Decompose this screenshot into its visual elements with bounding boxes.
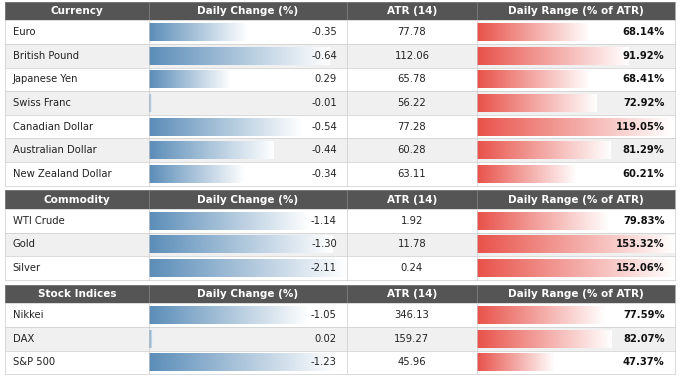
Text: 60.28: 60.28 bbox=[398, 145, 426, 155]
Text: 77.78: 77.78 bbox=[398, 27, 426, 37]
Text: -0.44: -0.44 bbox=[311, 145, 337, 155]
Text: Canadian Dollar: Canadian Dollar bbox=[13, 121, 92, 132]
Text: 60.21%: 60.21% bbox=[623, 169, 664, 179]
Text: Australian Dollar: Australian Dollar bbox=[13, 145, 97, 155]
Text: 159.27: 159.27 bbox=[394, 334, 430, 344]
Text: Daily Range (% of ATR): Daily Range (% of ATR) bbox=[508, 195, 644, 205]
Text: WTI Crude: WTI Crude bbox=[13, 216, 65, 226]
Text: -1.05: -1.05 bbox=[311, 310, 337, 320]
Text: 77.28: 77.28 bbox=[398, 121, 426, 132]
Text: 112.06: 112.06 bbox=[394, 51, 430, 61]
Text: -0.64: -0.64 bbox=[311, 51, 337, 61]
Text: -1.14: -1.14 bbox=[311, 216, 337, 226]
Text: 82.07%: 82.07% bbox=[623, 334, 664, 344]
Text: 68.14%: 68.14% bbox=[622, 27, 664, 37]
Text: 0.29: 0.29 bbox=[315, 74, 337, 85]
Text: 0.24: 0.24 bbox=[401, 263, 423, 273]
Text: British Pound: British Pound bbox=[13, 51, 79, 61]
Text: -1.30: -1.30 bbox=[311, 240, 337, 249]
Text: DAX: DAX bbox=[13, 334, 34, 344]
Text: -0.34: -0.34 bbox=[311, 169, 337, 179]
Text: New Zealand Dollar: New Zealand Dollar bbox=[13, 169, 112, 179]
Text: 1.92: 1.92 bbox=[401, 216, 423, 226]
Text: ATR (14): ATR (14) bbox=[387, 289, 437, 299]
Text: Daily Range (% of ATR): Daily Range (% of ATR) bbox=[508, 289, 644, 299]
Text: 45.96: 45.96 bbox=[398, 357, 426, 367]
Text: Daily Range (% of ATR): Daily Range (% of ATR) bbox=[508, 6, 644, 16]
Text: -2.11: -2.11 bbox=[311, 263, 337, 273]
Text: S&P 500: S&P 500 bbox=[13, 357, 55, 367]
Text: 119.05%: 119.05% bbox=[615, 121, 664, 132]
Text: Swiss Franc: Swiss Franc bbox=[13, 98, 71, 108]
Text: Currency: Currency bbox=[51, 6, 104, 16]
Text: Commodity: Commodity bbox=[44, 195, 111, 205]
Text: 11.78: 11.78 bbox=[398, 240, 426, 249]
Text: Euro: Euro bbox=[13, 27, 35, 37]
Text: 0.02: 0.02 bbox=[315, 334, 337, 344]
Text: 72.92%: 72.92% bbox=[623, 98, 664, 108]
Text: -0.01: -0.01 bbox=[311, 98, 337, 108]
Text: Nikkei: Nikkei bbox=[13, 310, 43, 320]
Text: 153.32%: 153.32% bbox=[616, 240, 664, 249]
Text: Japanese Yen: Japanese Yen bbox=[13, 74, 78, 85]
Text: 346.13: 346.13 bbox=[394, 310, 429, 320]
Text: Daily Change (%): Daily Change (%) bbox=[197, 195, 299, 205]
Text: -0.54: -0.54 bbox=[311, 121, 337, 132]
Text: -0.35: -0.35 bbox=[311, 27, 337, 37]
Text: Stock Indices: Stock Indices bbox=[38, 289, 117, 299]
Text: 81.29%: 81.29% bbox=[623, 145, 664, 155]
Text: Daily Change (%): Daily Change (%) bbox=[197, 289, 299, 299]
Text: 65.78: 65.78 bbox=[398, 74, 426, 85]
Text: Daily Change (%): Daily Change (%) bbox=[197, 6, 299, 16]
Text: 68.41%: 68.41% bbox=[622, 74, 664, 85]
Text: 63.11: 63.11 bbox=[398, 169, 426, 179]
Text: 77.59%: 77.59% bbox=[623, 310, 664, 320]
Text: Silver: Silver bbox=[13, 263, 41, 273]
Text: 152.06%: 152.06% bbox=[616, 263, 664, 273]
Text: Gold: Gold bbox=[13, 240, 35, 249]
Text: -1.23: -1.23 bbox=[311, 357, 337, 367]
Text: 79.83%: 79.83% bbox=[623, 216, 664, 226]
Text: 91.92%: 91.92% bbox=[623, 51, 664, 61]
Text: 47.37%: 47.37% bbox=[623, 357, 664, 367]
Text: 56.22: 56.22 bbox=[398, 98, 426, 108]
Text: ATR (14): ATR (14) bbox=[387, 6, 437, 16]
Text: ATR (14): ATR (14) bbox=[387, 195, 437, 205]
